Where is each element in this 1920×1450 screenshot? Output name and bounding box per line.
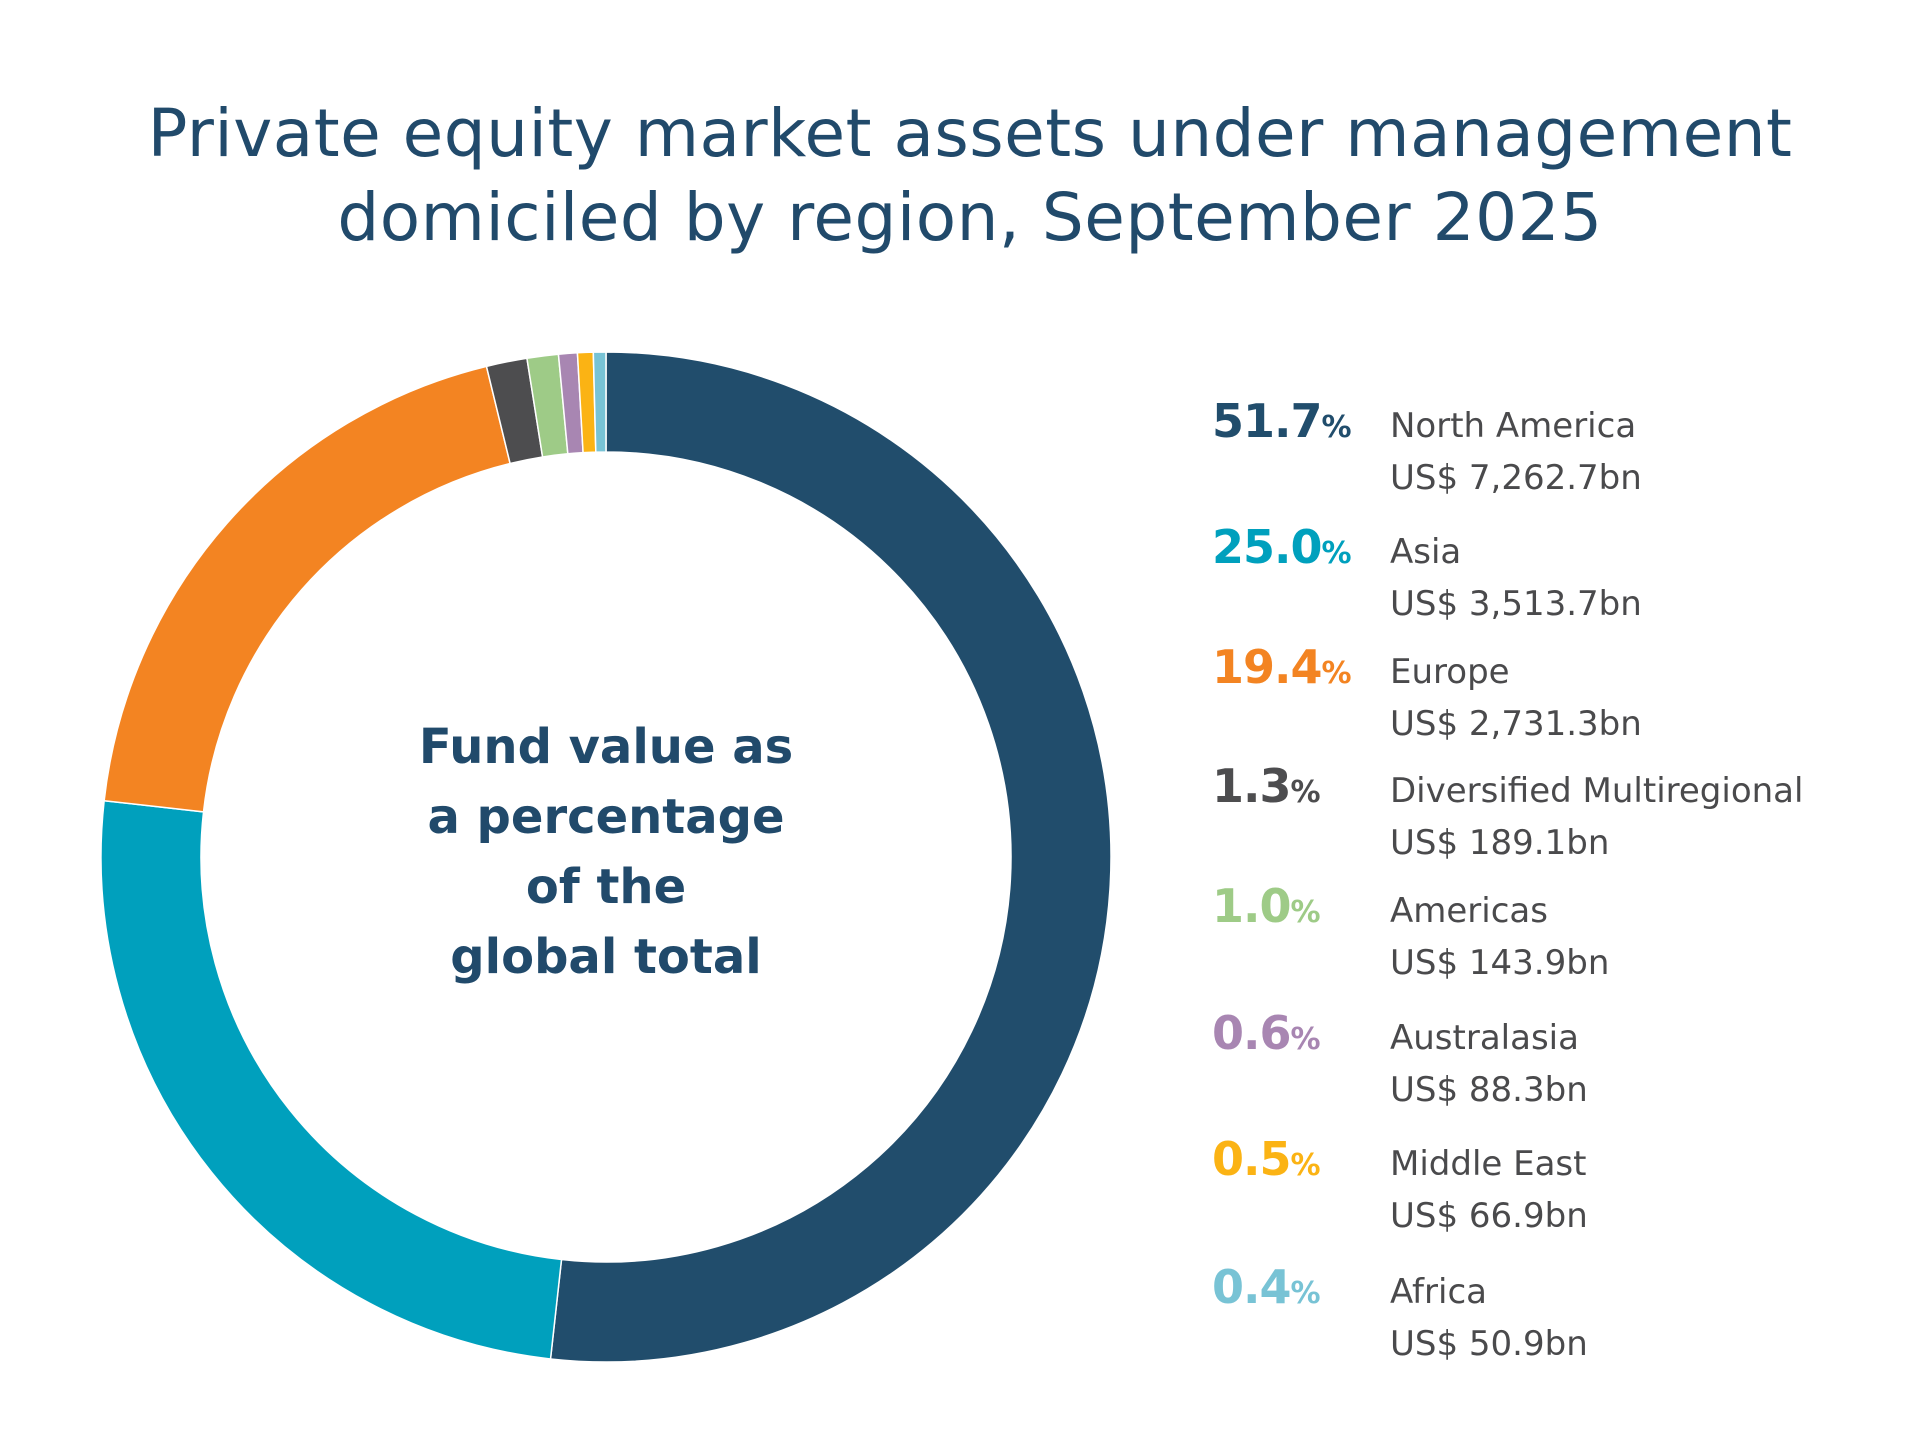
- legend-region-name: Americas: [1390, 891, 1548, 931]
- legend-region-name: Asia: [1390, 532, 1462, 572]
- legend-percent: 0.4%: [1212, 1260, 1321, 1314]
- legend-region-name: Africa: [1390, 1272, 1487, 1312]
- legend-percent-sign: %: [1290, 1022, 1321, 1057]
- legend-item: 19.4% Europe US$ 2,731.3bn: [1212, 640, 1912, 772]
- legend-amount: US$ 3,513.7bn: [1390, 584, 1642, 624]
- legend-amount: US$ 50.9bn: [1390, 1324, 1588, 1364]
- legend-percent: 51.7%: [1212, 394, 1352, 448]
- legend-amount: US$ 2,731.3bn: [1390, 704, 1642, 744]
- legend-region-name: Diversified Multiregional: [1390, 771, 1804, 811]
- legend-item: 0.6% Australasia US$ 88.3bn: [1212, 1006, 1912, 1138]
- legend-item: 1.3% Diversified Multiregional US$ 189.1bn: [1212, 759, 1912, 891]
- legend-item: 25.0% Asia US$ 3,513.7bn: [1212, 520, 1912, 652]
- legend-percent: 0.6%: [1212, 1006, 1321, 1060]
- legend-region-name: Middle East: [1390, 1144, 1587, 1184]
- chart-title-line-2: domiciled by region, September 2025: [337, 179, 1603, 256]
- legend-item: 51.7% North America US$ 7,262.7bn: [1212, 394, 1912, 526]
- legend-item: 0.4% Africa US$ 50.9bn: [1212, 1260, 1912, 1392]
- donut-slice-asia: [100, 799, 563, 1360]
- center-label-line: a percentage: [427, 789, 785, 845]
- legend-amount: US$ 7,262.7bn: [1390, 458, 1642, 498]
- legend-percent-sign: %: [1290, 1276, 1321, 1311]
- legend-item: 0.5% Middle East US$ 66.9bn: [1212, 1132, 1912, 1264]
- legend-percent: 19.4%: [1212, 640, 1352, 694]
- legend-percent-value: 51.7: [1212, 394, 1322, 448]
- legend-percent-value: 25.0: [1212, 520, 1322, 574]
- legend-percent-sign: %: [1321, 656, 1352, 691]
- legend-amount: US$ 143.9bn: [1390, 943, 1610, 983]
- legend-percent-sign: %: [1290, 1148, 1321, 1183]
- legend-percent-value: 0.5: [1212, 1132, 1291, 1186]
- center-label-line: of the: [525, 859, 687, 915]
- center-label-line: global total: [450, 929, 762, 985]
- center-label-line: Fund value as: [418, 719, 794, 775]
- legend-amount: US$ 66.9bn: [1390, 1196, 1588, 1236]
- legend-percent-sign: %: [1321, 536, 1352, 571]
- legend-region-name: North America: [1390, 406, 1637, 446]
- donut-slice-north-america: [549, 351, 1112, 1363]
- chart-title: Private equity market assets under manag…: [0, 92, 1920, 260]
- legend-percent-value: 0.6: [1212, 1006, 1291, 1060]
- legend-percent-value: 1.3: [1212, 759, 1291, 813]
- legend-percent: 1.0%: [1212, 879, 1321, 933]
- donut-slice-africa: [592, 351, 607, 453]
- donut-center-label: Fund value as a percentage of the global…: [406, 712, 806, 992]
- legend-item: 1.0% Americas US$ 143.9bn: [1212, 879, 1912, 1011]
- legend-percent-value: 1.0: [1212, 879, 1291, 933]
- legend-amount: US$ 189.1bn: [1390, 823, 1610, 863]
- legend-percent-value: 19.4: [1212, 640, 1322, 694]
- legend-percent: 1.3%: [1212, 759, 1321, 813]
- legend-percent-sign: %: [1290, 775, 1321, 810]
- chart-title-line-1: Private equity market assets under manag…: [147, 95, 1793, 172]
- legend-region-name: Europe: [1390, 652, 1510, 692]
- legend-percent-sign: %: [1290, 895, 1321, 930]
- legend-amount: US$ 88.3bn: [1390, 1070, 1588, 1110]
- legend-percent: 0.5%: [1212, 1132, 1321, 1186]
- legend-percent: 25.0%: [1212, 520, 1352, 574]
- legend-percent-value: 0.4: [1212, 1260, 1291, 1314]
- legend-region-name: Australasia: [1390, 1018, 1579, 1058]
- legend-percent-sign: %: [1321, 410, 1352, 445]
